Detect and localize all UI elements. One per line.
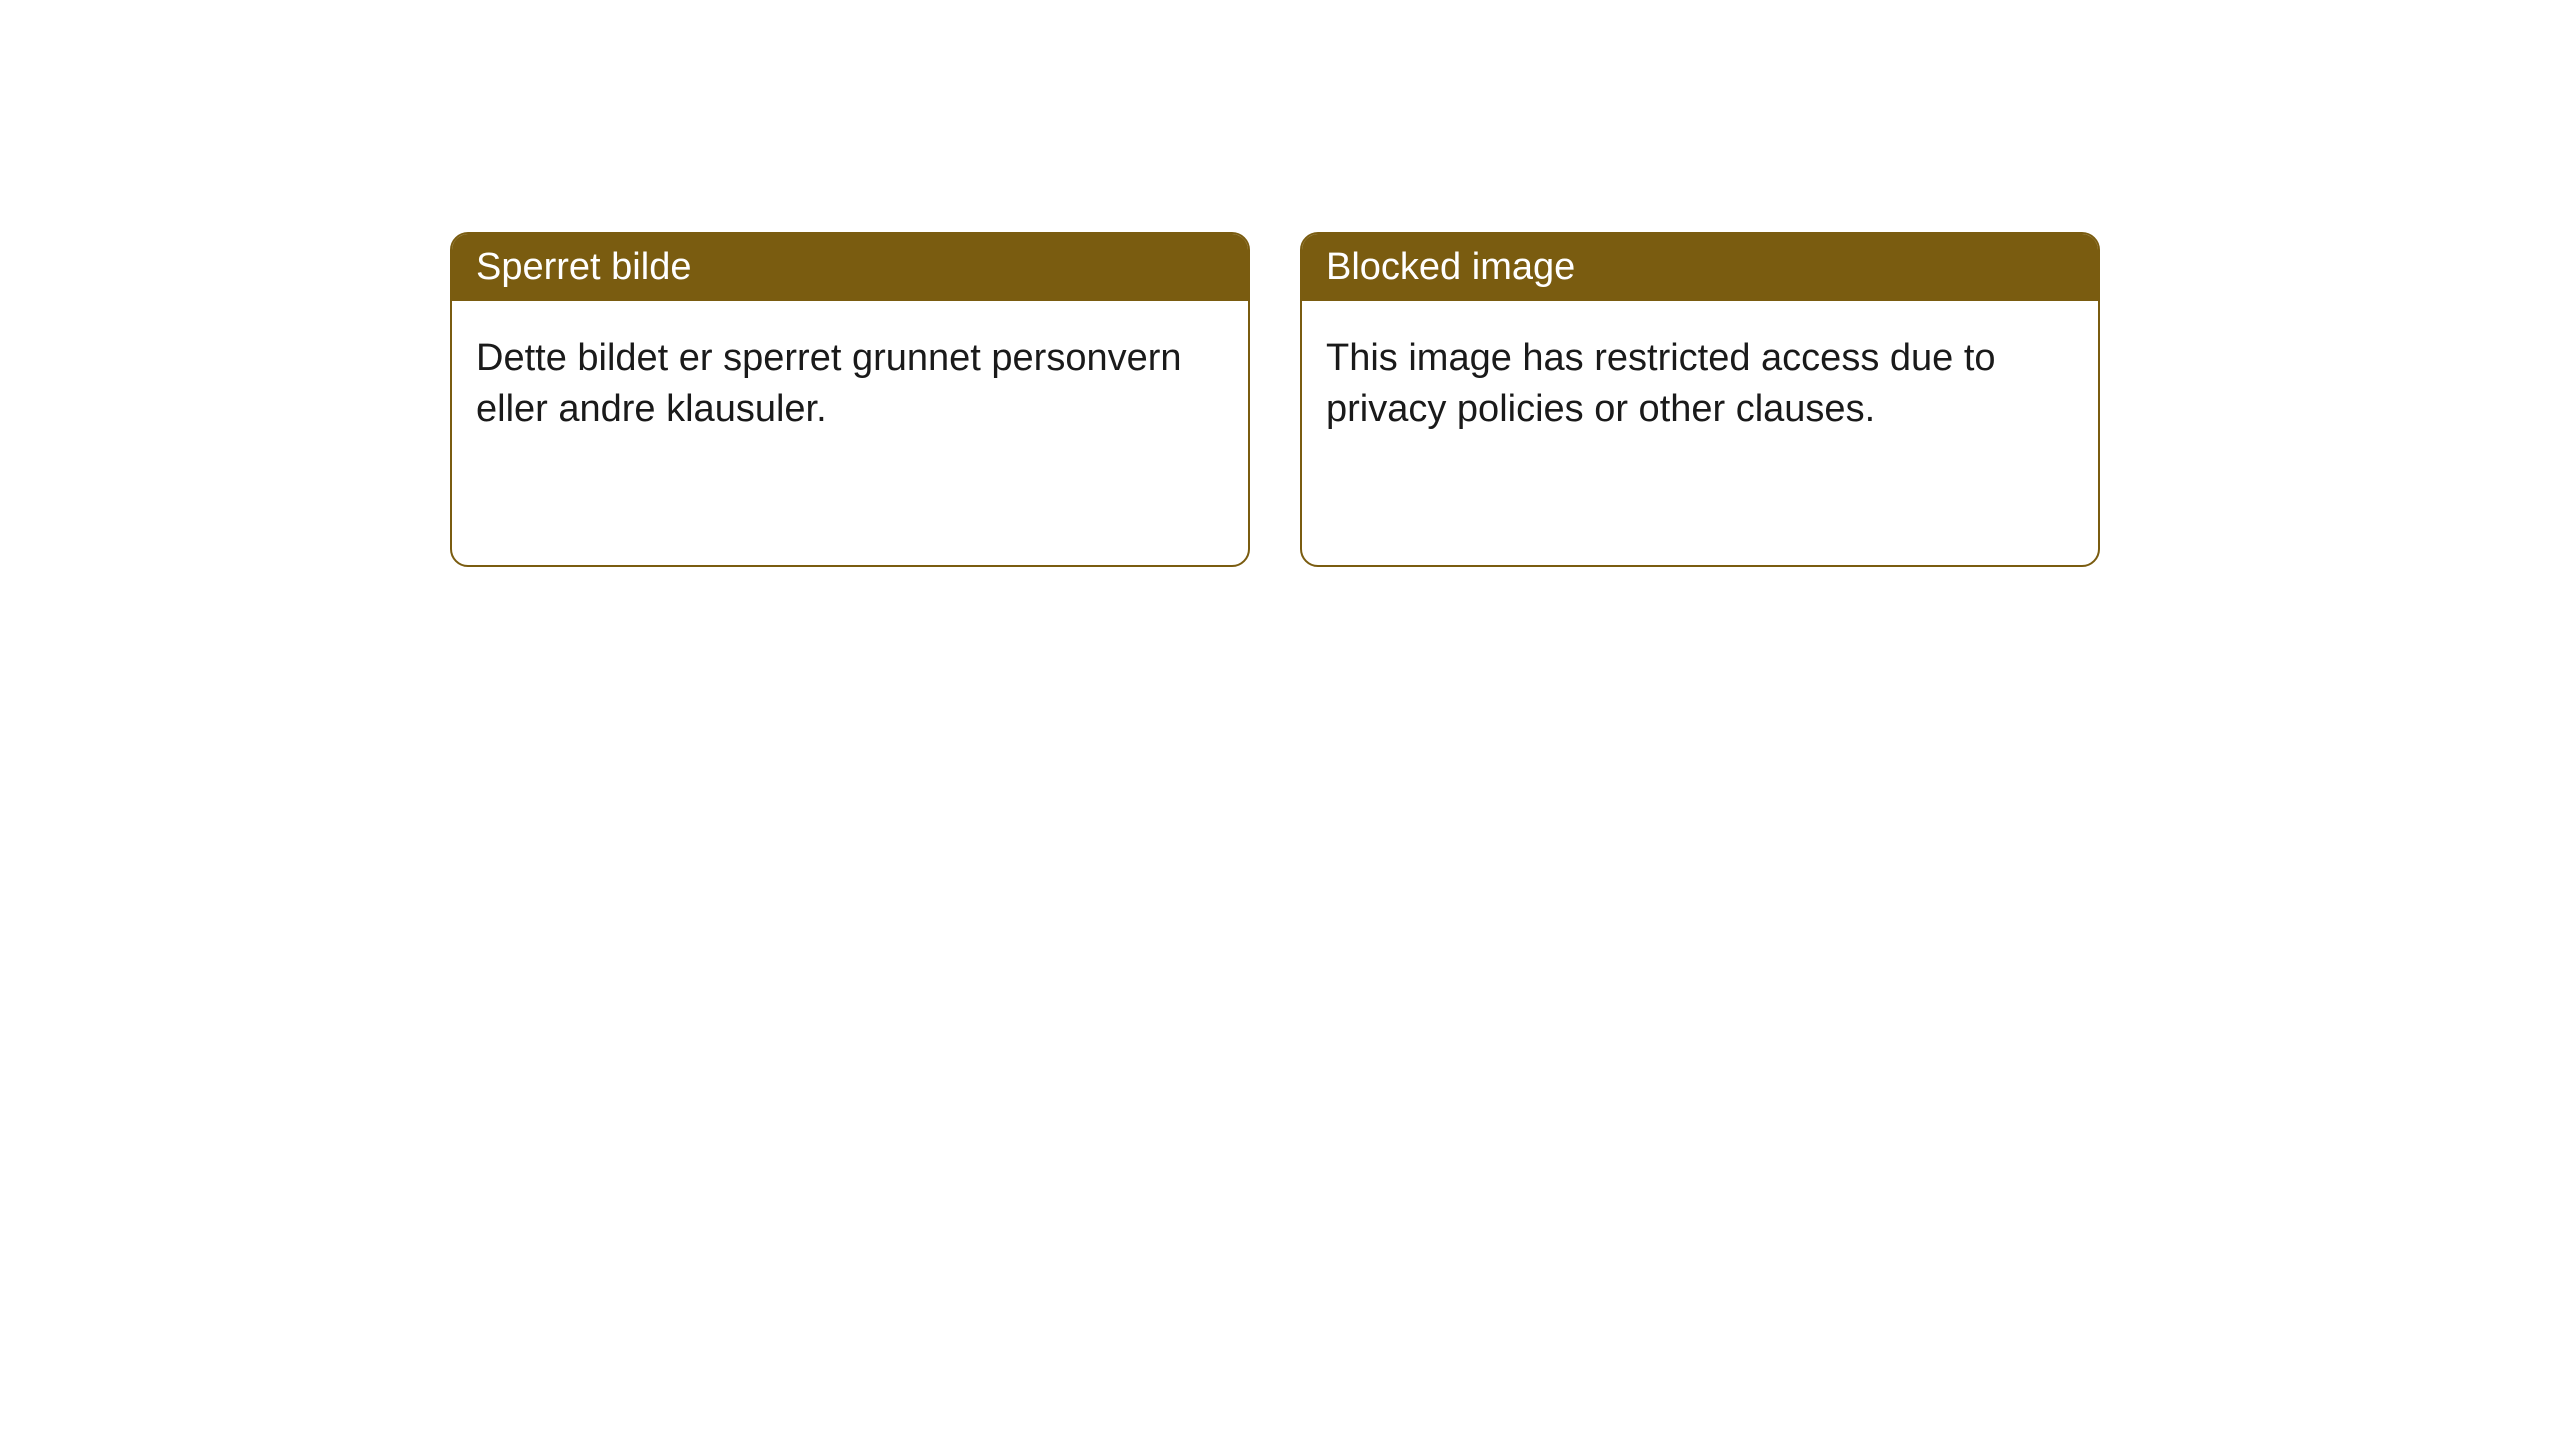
blocked-image-card-en: Blocked image This image has restricted … <box>1300 232 2100 567</box>
blocked-image-card-no: Sperret bilde Dette bildet er sperret gr… <box>450 232 1250 567</box>
card-header-en: Blocked image <box>1302 234 2098 301</box>
card-header-no: Sperret bilde <box>452 234 1248 301</box>
card-body-no: Dette bildet er sperret grunnet personve… <box>452 301 1248 468</box>
card-container: Sperret bilde Dette bildet er sperret gr… <box>0 0 2560 567</box>
card-body-en: This image has restricted access due to … <box>1302 301 2098 468</box>
